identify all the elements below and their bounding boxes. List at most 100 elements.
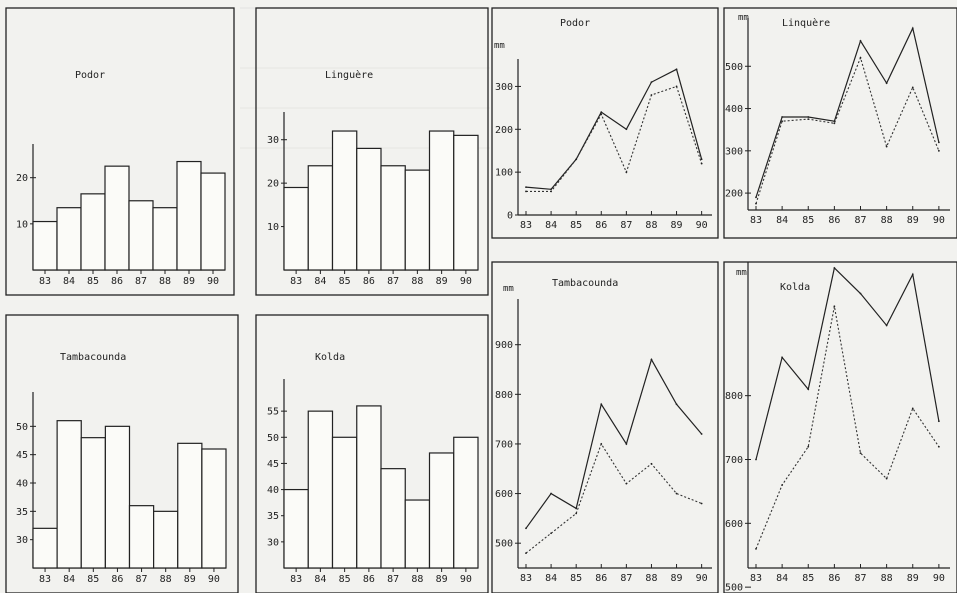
y-tick-label: 55: [267, 407, 279, 418]
data-point: [859, 40, 862, 42]
bar-85: [331, 436, 358, 569]
y-unit-label: mm: [503, 284, 514, 294]
x-tick-label: 90: [933, 215, 945, 226]
bar-83: [32, 527, 58, 569]
x-tick-label: 85: [802, 215, 814, 226]
data-point: [700, 502, 703, 505]
x-tick-label: 84: [314, 276, 326, 287]
x-tick-label: 89: [907, 573, 919, 584]
data-point: [755, 202, 757, 205]
x-tick-label: 86: [828, 215, 840, 226]
data-point: [550, 190, 552, 193]
x-tick-label: 86: [363, 276, 375, 287]
y-tick-label: 200: [725, 189, 743, 200]
y-tick-label: 10: [16, 219, 28, 230]
x-tick-label: 85: [570, 220, 582, 231]
frame-podor-bar: [5, 7, 235, 296]
chart-title: Kolda: [780, 282, 810, 293]
data-point: [755, 196, 757, 199]
chart-2: Tambacounda 30 35 40 45 50 83 84 85 86 87 88 89 90: [16, 352, 227, 585]
data-point: [833, 267, 836, 269]
y-tick-label: 400: [725, 104, 743, 115]
bar-89: [428, 452, 455, 569]
data-point: [575, 512, 578, 515]
x-tick-label: 88: [645, 220, 657, 231]
frame-tambacounda-bar: [5, 314, 239, 593]
x-tick-label: 88: [159, 276, 171, 287]
y-tick-label: 50: [267, 433, 279, 444]
data-point: [650, 462, 653, 465]
data-point: [833, 305, 836, 308]
x-tick-label: 85: [802, 573, 814, 584]
charts-layer: Podor 10 20 83 84 85 86 87 88 89 90 Linguère 10 20 30 8…: [16, 13, 950, 593]
data-point: [700, 158, 703, 161]
y-tick-label: 0: [507, 211, 513, 222]
bar-85: [80, 437, 106, 569]
frame-linguere-line: [723, 7, 957, 239]
chart-6: Tambacounda mm 500 600 700 800 900 83 84 85 86 87 88…: [495, 278, 712, 584]
x-tick-label: 89: [436, 574, 448, 585]
data-point: [550, 532, 552, 535]
chart-0: Podor 10 20 83 84 85 86 87 88 89 90: [16, 70, 226, 287]
x-tick-label: 84: [545, 573, 557, 584]
data-point: [807, 445, 810, 448]
y-tick-label: 700: [495, 439, 513, 450]
chart-4: Podor mm 0 100 200 300 83 84 85 86 87 88 89 90: [494, 18, 712, 231]
bar-90: [201, 448, 227, 569]
x-tick-label: 89: [907, 215, 919, 226]
series-line-solid: [755, 266, 940, 460]
data-point: [600, 113, 603, 116]
frame-kolda-line: [723, 261, 957, 593]
bar-88: [404, 169, 431, 271]
bar-83: [32, 220, 58, 271]
data-point: [807, 388, 810, 391]
bar-84: [307, 165, 334, 271]
x-tick-label: 83: [520, 573, 532, 584]
x-tick-label: 84: [314, 574, 326, 585]
series-line-dotted: [526, 85, 703, 192]
data-point: [859, 56, 862, 59]
x-tick-label: 83: [39, 276, 51, 287]
chart-3: Kolda 30 35 40 45 50 55 83 84 85 86 87 88 89 90: [267, 352, 479, 585]
x-tick-label: 86: [595, 220, 607, 231]
data-point: [885, 477, 888, 480]
bar-87: [128, 200, 154, 271]
x-tick-label: 83: [750, 215, 762, 226]
series-line-solid: [755, 26, 940, 198]
y-unit-label: mm: [736, 268, 747, 278]
data-point: [911, 27, 914, 30]
x-tick-label: 84: [776, 215, 788, 226]
frame-tambacounda-line: [491, 261, 719, 593]
x-tick-label: 84: [776, 573, 788, 584]
y-tick-label: 700: [725, 455, 743, 466]
x-tick-label: 89: [671, 573, 683, 584]
frame-kolda-bar: [255, 314, 489, 593]
bar-90: [200, 172, 226, 271]
bar-86: [104, 425, 131, 569]
data-point: [625, 482, 628, 485]
data-point: [937, 149, 940, 152]
x-tick-label: 89: [436, 276, 448, 287]
y-tick-label: 50: [16, 422, 28, 433]
chart-7: Kolda mm 500 600 700 800 83 84 85 86 87 88 89 90: [725, 262, 950, 593]
y-tick-label: 200: [495, 125, 513, 136]
bar-84: [56, 207, 82, 271]
bar-85: [80, 193, 106, 271]
x-tick-label: 89: [671, 220, 683, 231]
y-tick-label: 800: [495, 390, 513, 401]
x-tick-label: 85: [87, 574, 99, 585]
data-point: [885, 82, 888, 85]
x-tick-label: 83: [39, 574, 51, 585]
chart-5: Linquère mm 200 300 400 500 83 84 85 86 87 88 89 90: [725, 13, 950, 226]
bar-90: [453, 134, 479, 271]
data-point: [807, 118, 810, 121]
data-point: [911, 407, 914, 410]
bar-86: [356, 405, 382, 569]
x-tick-label: 88: [411, 276, 423, 287]
data-point: [700, 162, 703, 165]
x-tick-label: 83: [520, 220, 532, 231]
bar-88: [153, 510, 179, 569]
x-tick-label: 90: [208, 574, 220, 585]
chart-title: Podor: [75, 70, 105, 81]
